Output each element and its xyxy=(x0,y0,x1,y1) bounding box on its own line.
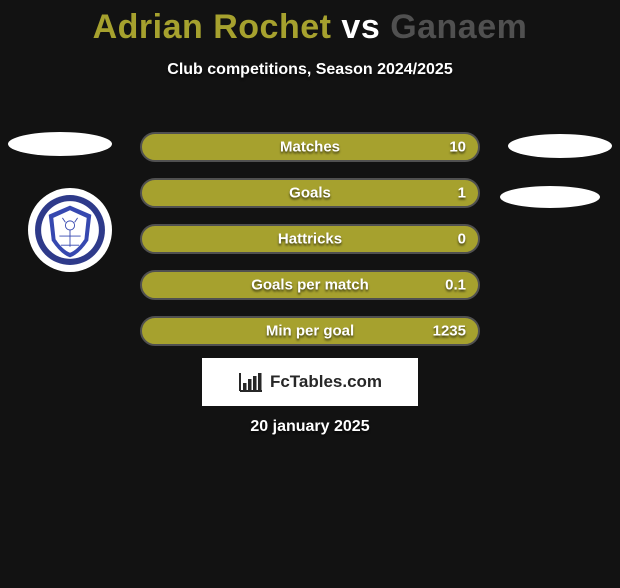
stat-value: 1235 xyxy=(433,323,466,340)
ellipse-placeholder xyxy=(500,186,600,208)
stat-value: 0 xyxy=(458,231,466,248)
stat-bar: Matches 10 xyxy=(140,132,480,162)
stat-row: Goals per match 0.1 xyxy=(140,270,480,300)
stat-row: Min per goal 1235 xyxy=(140,316,480,346)
title-vs: vs xyxy=(331,8,390,46)
stat-row: Goals 1 xyxy=(140,178,480,208)
club-badge xyxy=(28,188,112,272)
bar-chart-icon xyxy=(238,371,264,393)
stat-value: 10 xyxy=(449,139,466,156)
title-player1: Adrian Rochet xyxy=(93,8,332,46)
stat-row: Hattricks 0 xyxy=(140,224,480,254)
title-player2: Ganaem xyxy=(390,8,527,46)
stat-label: Hattricks xyxy=(278,231,342,248)
stat-label: Goals per match xyxy=(251,277,369,294)
stat-bar: Goals per match 0.1 xyxy=(140,270,480,300)
page-title: Adrian Rochet vs Ganaem xyxy=(0,8,620,47)
stat-value: 1 xyxy=(458,185,466,202)
stat-label: Goals xyxy=(289,185,331,202)
stat-label: Min per goal xyxy=(266,323,354,340)
stat-value: 0.1 xyxy=(445,277,466,294)
stat-row: Matches 10 xyxy=(140,132,480,162)
ellipse-placeholder xyxy=(508,134,612,158)
stat-bar: Min per goal 1235 xyxy=(140,316,480,346)
stat-bar: Hattricks 0 xyxy=(140,224,480,254)
fctables-logo: FcTables.com xyxy=(202,358,418,406)
subtitle: Club competitions, Season 2024/2025 xyxy=(0,61,620,79)
logo-text: FcTables.com xyxy=(270,372,382,392)
shield-icon xyxy=(32,192,108,268)
stat-bar: Goals 1 xyxy=(140,178,480,208)
stat-label: Matches xyxy=(280,139,340,156)
date-label: 20 january 2025 xyxy=(0,418,620,436)
ellipse-placeholder xyxy=(8,132,112,156)
